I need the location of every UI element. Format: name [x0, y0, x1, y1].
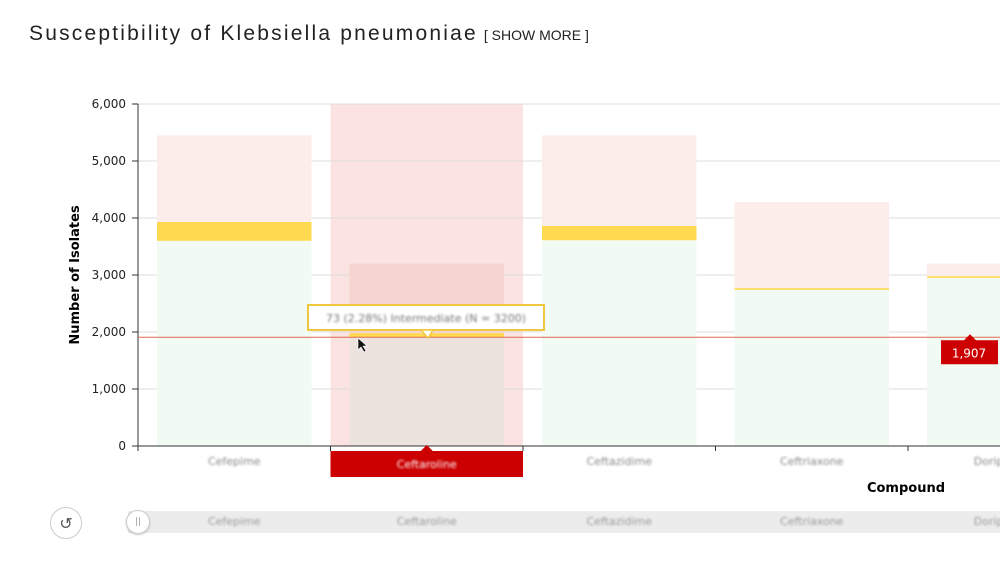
x-tick-label: Ceftazidime [586, 455, 652, 468]
y-tick-label: 5,000 [92, 154, 126, 168]
y-tick-label: 2,000 [92, 325, 126, 339]
crosshair-value: 1,907 [952, 346, 986, 360]
bar-intermediate-ceftriaxone [734, 288, 889, 290]
y-tick-label: 0 [118, 439, 126, 453]
bar-susceptible-ceftazidime [542, 240, 697, 446]
navigator-scrollbar[interactable] [128, 511, 1000, 533]
bar-resistant-doripenem [927, 263, 1000, 277]
bar-intermediate-cefepime [157, 221, 312, 241]
y-tick-label: 6,000 [92, 97, 126, 111]
x-tick-label: Cefepime [208, 455, 261, 468]
highlighted-category-label-bg [330, 451, 523, 477]
bar-intermediate-doripenem [927, 276, 1000, 278]
reset-zoom-button[interactable]: ↺ [50, 507, 82, 539]
highlight-pointer [420, 445, 433, 451]
navigator-label: Ceftaroline [396, 515, 457, 528]
bar-susceptible-ceftaroline [349, 337, 504, 446]
y-axis-title: Number of Isolates [68, 205, 83, 345]
navigator-label: Cefepime [207, 515, 261, 528]
bar-resistant-ceftazidime [542, 135, 697, 226]
title-text: Susceptibility of Klebsiella pneumoniae [29, 22, 478, 45]
x-axis-title: Compound [867, 481, 945, 496]
drag-handle-icon[interactable]: || [126, 510, 150, 534]
chart-title: Susceptibility of Klebsiella pneumoniae [… [29, 22, 589, 46]
navigator-label: Doripenem [973, 515, 1000, 528]
y-tick-label: 1,000 [92, 382, 126, 396]
reset-icon: ↺ [59, 513, 73, 533]
tooltip-pointer [419, 329, 435, 340]
mouse-cursor-icon [357, 337, 368, 353]
show-more-link[interactable]: [ SHOW MORE ] [483, 27, 589, 43]
x-tick-label: Ceftriaxone [780, 455, 844, 468]
bar-susceptible-cefepime [157, 240, 312, 446]
bar-resistant-cefepime [157, 135, 312, 222]
y-tick-label: 3,000 [92, 268, 126, 282]
x-tick-label-highlighted[interactable]: Ceftaroline [397, 458, 457, 471]
bar-intermediate-ceftazidime [542, 225, 697, 241]
y-tick-label: 4,000 [92, 211, 126, 225]
navigator-label: Ceftazidime [586, 515, 653, 528]
crosshair-label-bg [941, 334, 998, 365]
bar-resistant-ceftriaxone [734, 202, 889, 289]
tooltip-text: 73 (2.28%) Intermediate (N = 3200) [326, 312, 526, 325]
navigator-label: Ceftriaxone [780, 515, 844, 528]
bar-susceptible-ceftriaxone [734, 289, 889, 446]
x-tick-label: Doripenem [974, 455, 1000, 468]
